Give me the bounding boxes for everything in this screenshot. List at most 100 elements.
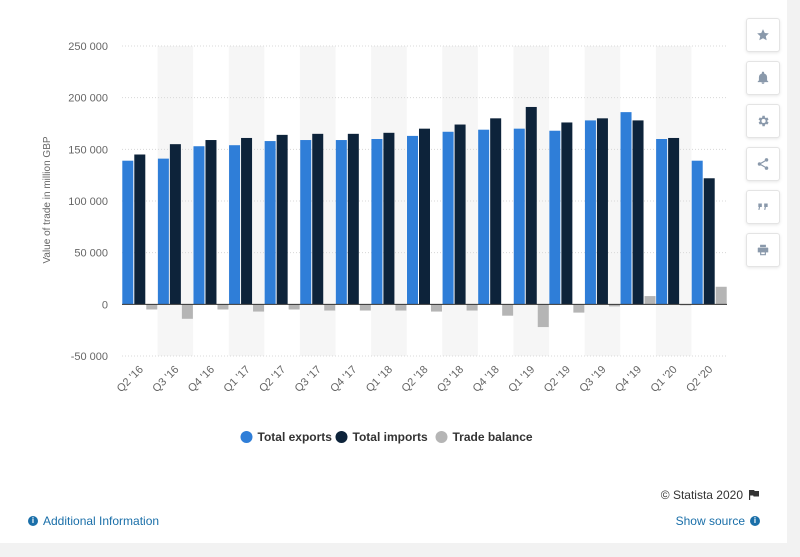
bar-total-imports[interactable] <box>561 122 573 305</box>
legend-item[interactable]: Trade balance <box>435 430 533 444</box>
legend-item[interactable]: Total imports <box>335 430 428 444</box>
bar-total-imports[interactable] <box>312 133 324 305</box>
x-tick-label: Q3 '19 <box>577 364 608 395</box>
print-button[interactable] <box>746 233 780 267</box>
bar-total-imports[interactable] <box>347 133 359 305</box>
bar-total-exports[interactable] <box>549 130 561 305</box>
bar-total-exports[interactable] <box>122 160 134 305</box>
bar-total-exports[interactable] <box>691 160 703 305</box>
bell-icon <box>757 71 769 84</box>
bar-total-imports[interactable] <box>632 120 644 305</box>
cite-button[interactable] <box>746 190 780 224</box>
bar-total-exports[interactable] <box>407 135 418 305</box>
y-tick-label: 0 <box>102 299 108 311</box>
bar-trade-balance[interactable] <box>146 304 158 310</box>
bar-total-imports[interactable] <box>668 137 680 305</box>
gear-icon <box>758 115 769 127</box>
x-tick-label: Q1 '17 <box>222 364 253 395</box>
bar-total-exports[interactable] <box>442 131 454 305</box>
notification-button[interactable] <box>746 61 780 95</box>
bar-trade-balance[interactable] <box>502 304 514 316</box>
bar-total-imports[interactable] <box>596 118 608 305</box>
bar-total-exports[interactable] <box>264 141 276 305</box>
bar-total-imports[interactable] <box>205 140 217 305</box>
bar-total-exports[interactable] <box>371 139 383 305</box>
bar-chart: 250 000 200 000 150 000 100 000 50 000 0 -50 0… <box>42 41 727 444</box>
y-tick-label: 200 000 <box>68 93 108 105</box>
favorite-button[interactable] <box>746 18 780 52</box>
bar-total-exports[interactable] <box>478 129 490 305</box>
x-tick-label: Q3 '16 <box>150 364 181 395</box>
legend-label: Trade balance <box>453 430 533 444</box>
info-icon: i <box>750 516 760 526</box>
bar-total-imports[interactable] <box>419 128 430 305</box>
bar-trade-balance[interactable] <box>395 304 407 311</box>
bar-total-exports[interactable] <box>620 112 632 305</box>
bar-trade-balance[interactable] <box>537 304 549 328</box>
y-axis-ticks: 250 000 200 000 150 000 100 000 50 000 0 -50 0… <box>68 41 108 363</box>
legend-marker <box>335 431 348 443</box>
print-icon <box>757 244 769 256</box>
x-axis-ticks: Q2 '16 Q3 '16 Q4 '16 Q1 '17 Q2 '17 Q3 '17 Q4 '… <box>115 364 716 395</box>
settings-button[interactable] <box>746 104 780 138</box>
x-tick-label: Q2 '17 <box>257 364 288 395</box>
bar-trade-balance[interactable] <box>324 304 336 311</box>
bars <box>122 106 727 328</box>
x-tick-label: Q4 '18 <box>471 364 502 395</box>
y-tick-label: 50 000 <box>74 248 108 260</box>
additional-information-label: Additional Information <box>43 514 160 528</box>
bar-trade-balance[interactable] <box>466 304 478 311</box>
bar-total-exports[interactable] <box>656 139 668 305</box>
legend-label: Total exports <box>258 430 333 444</box>
bar-total-exports[interactable] <box>513 128 525 305</box>
bar-trade-balance[interactable] <box>288 304 300 310</box>
additional-information-link[interactable]: i Additional Information <box>28 514 159 528</box>
bar-total-exports[interactable] <box>157 158 169 305</box>
chart-card: 250 000 200 000 150 000 100 000 50 000 0 -50 0… <box>0 0 787 543</box>
x-tick-label: Q2 '19 <box>542 364 573 395</box>
legend-label: Total imports <box>353 430 428 444</box>
legend-marker <box>435 431 448 443</box>
bar-total-imports[interactable] <box>241 137 253 305</box>
bar-total-exports[interactable] <box>335 140 347 305</box>
bar-trade-balance[interactable] <box>217 304 229 310</box>
bar-total-imports[interactable] <box>276 134 288 305</box>
bar-total-imports[interactable] <box>169 144 181 305</box>
x-tick-label: Q4 '16 <box>186 364 217 395</box>
bar-total-imports[interactable] <box>383 132 395 305</box>
bar-total-imports[interactable] <box>703 178 715 305</box>
toolbar <box>746 18 780 276</box>
y-tick-label: 250 000 <box>68 41 108 53</box>
y-tick-label: -50 000 <box>71 351 108 363</box>
bar-total-imports[interactable] <box>454 124 466 305</box>
bar-trade-balance[interactable] <box>431 304 442 312</box>
bar-trade-balance[interactable] <box>680 304 692 306</box>
show-source-link[interactable]: Show source i <box>676 514 760 528</box>
y-axis-title: Value of trade in million GBP <box>42 136 53 263</box>
share-icon <box>757 158 769 170</box>
x-tick-label: Q1 '18 <box>364 364 395 395</box>
bar-trade-balance[interactable] <box>181 304 193 319</box>
bar-trade-balance[interactable] <box>573 304 585 313</box>
bar-total-exports[interactable] <box>584 120 596 305</box>
share-button[interactable] <box>746 147 780 181</box>
bar-total-exports[interactable] <box>229 145 241 305</box>
bar-trade-balance[interactable] <box>608 304 620 307</box>
bar-total-exports[interactable] <box>300 140 312 305</box>
bar-total-imports[interactable] <box>525 106 537 305</box>
x-tick-label: Q1 '19 <box>506 364 537 395</box>
quote-icon <box>758 203 768 210</box>
y-tick-label: 100 000 <box>68 196 108 208</box>
legend-item[interactable]: Total exports <box>240 430 333 444</box>
bar-total-imports[interactable] <box>490 118 502 305</box>
bar-trade-balance[interactable] <box>644 296 656 305</box>
bar-trade-balance[interactable] <box>359 304 371 311</box>
bar-trade-balance[interactable] <box>715 286 727 305</box>
bar-trade-balance[interactable] <box>253 304 265 312</box>
bar-total-exports[interactable] <box>193 146 205 305</box>
x-tick-label: Q2 '18 <box>399 364 430 395</box>
statista-credit: © Statista 2020 <box>661 488 760 502</box>
star-icon <box>757 29 769 41</box>
bar-total-imports[interactable] <box>134 154 146 305</box>
y-tick-label: 150 000 <box>68 144 108 156</box>
